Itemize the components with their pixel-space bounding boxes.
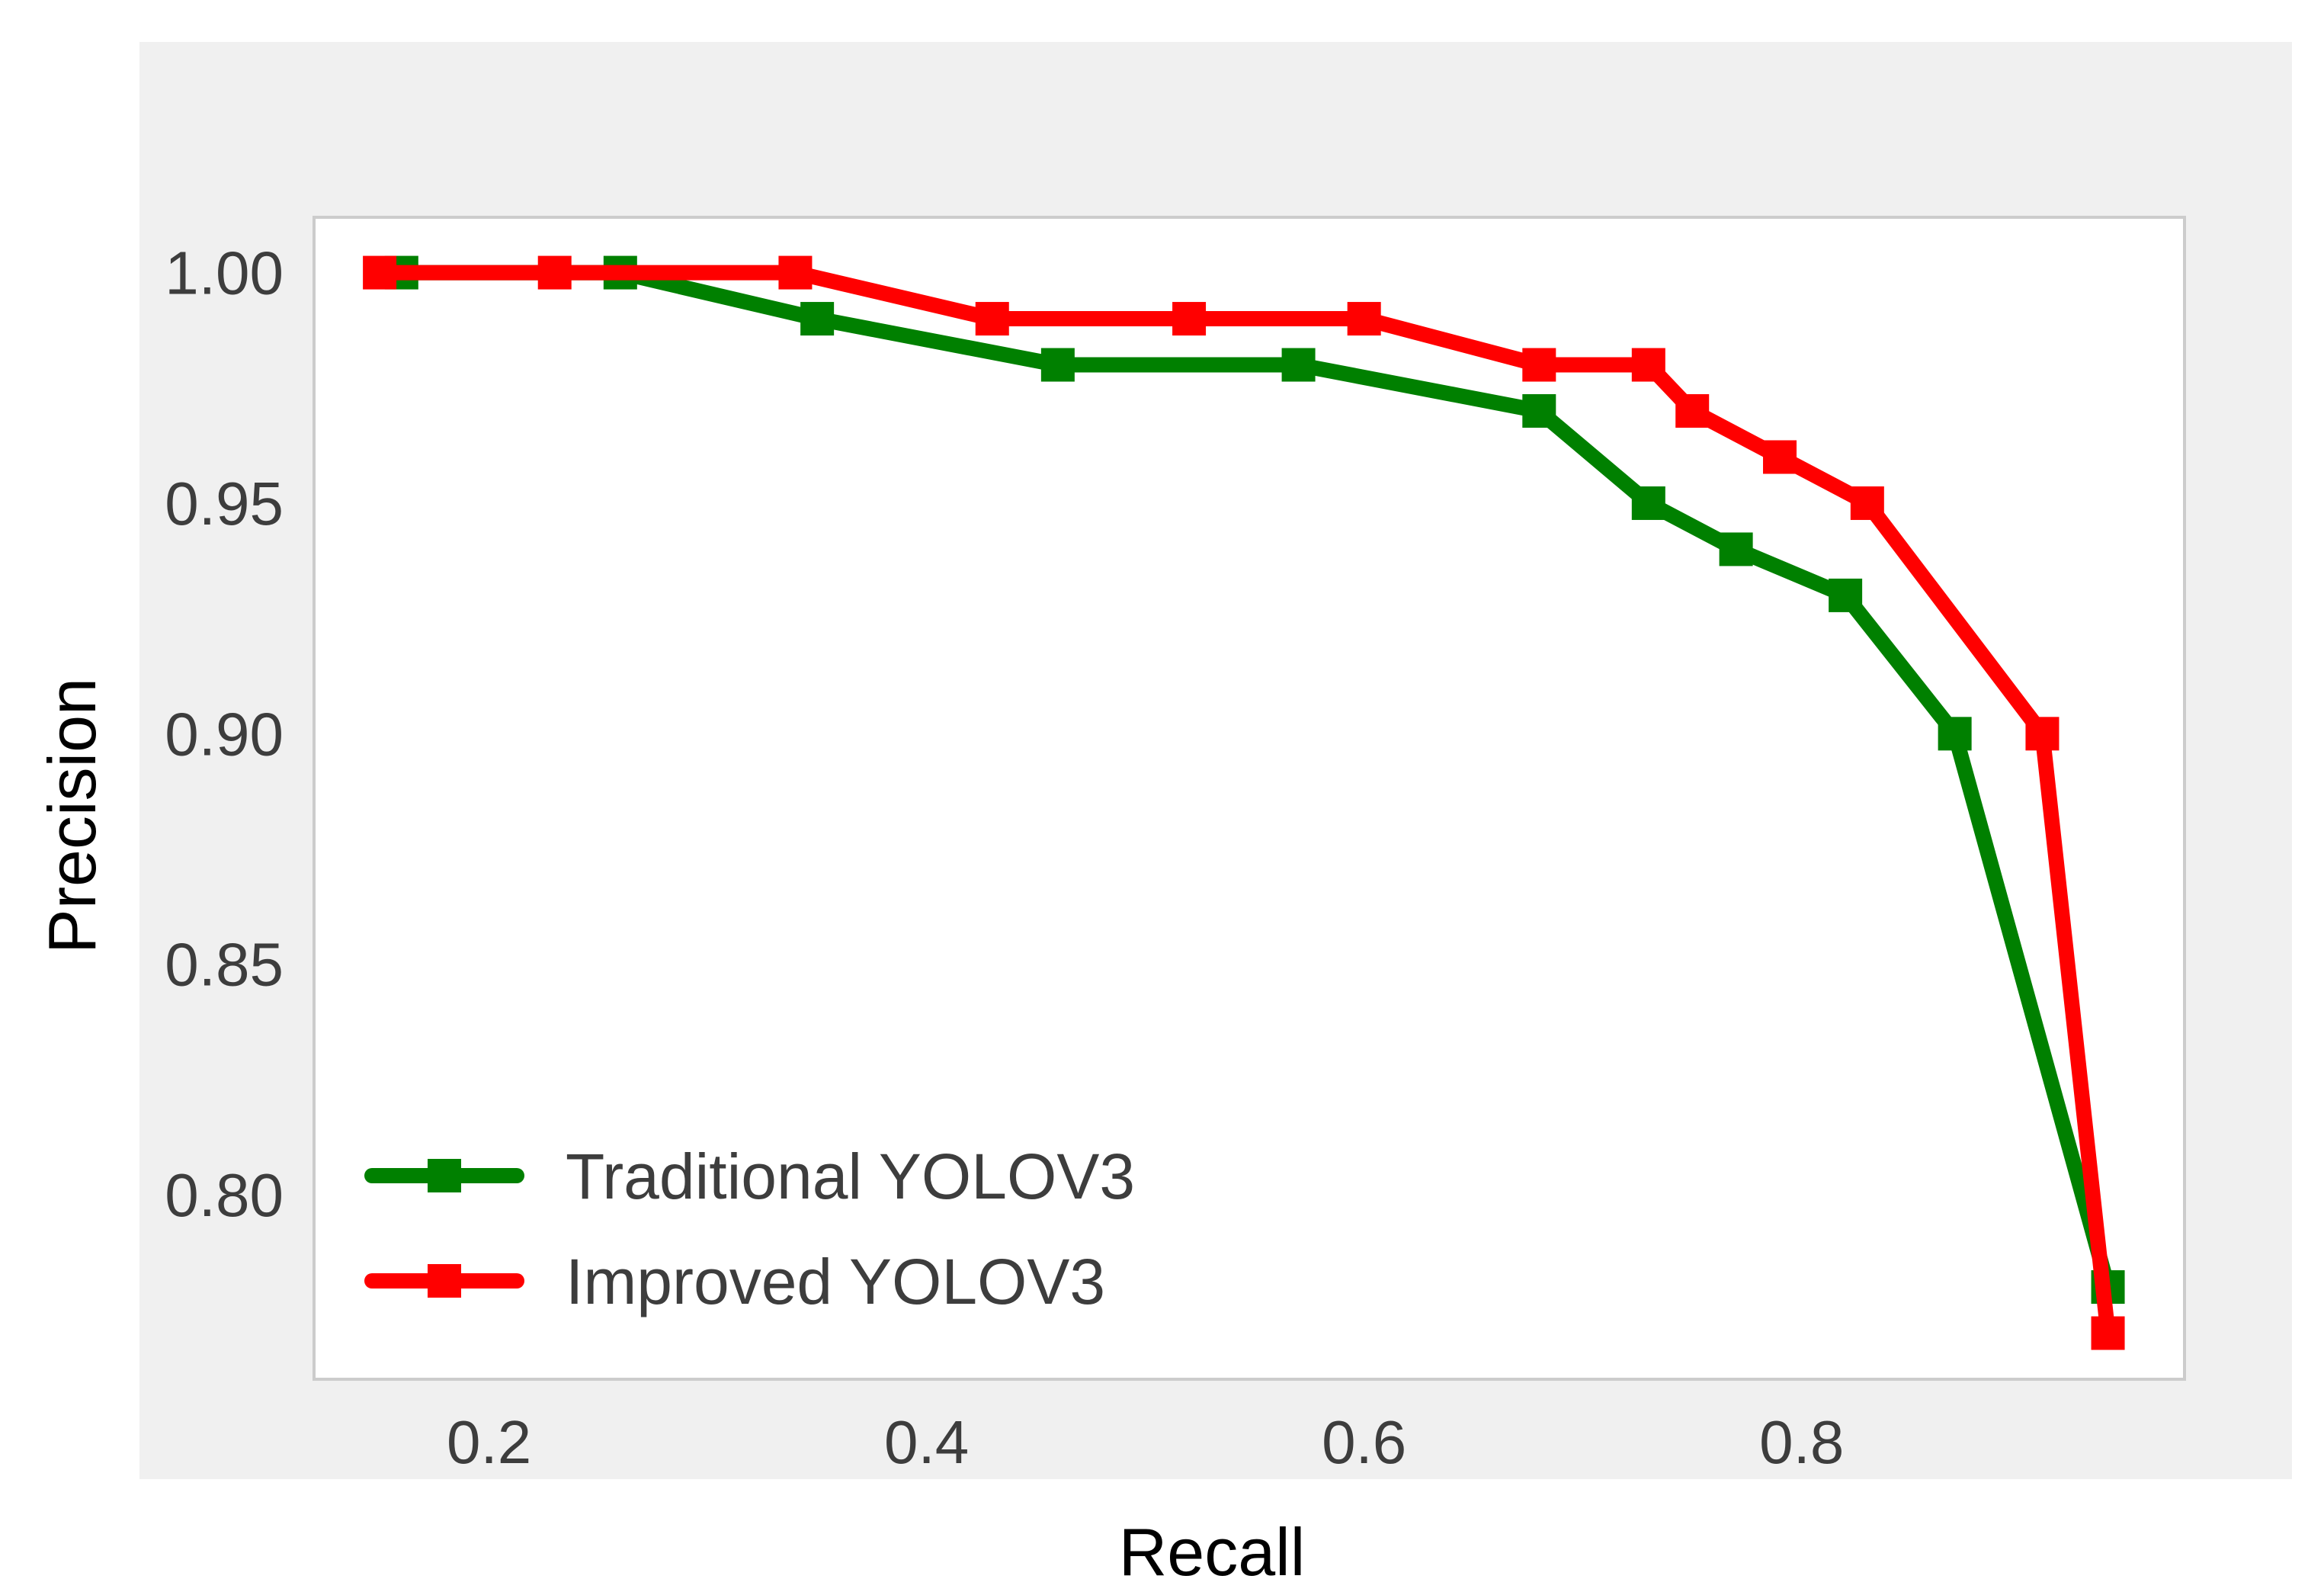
x-axis-label: Recall: [1119, 1514, 1306, 1590]
x-tick-label: 0.6: [1322, 1408, 1406, 1476]
plot-area: [313, 216, 2186, 1381]
y-tick-label: 0.90: [165, 700, 284, 768]
x-tick-labels: 0.2 0.4 0.6 0.8: [447, 1408, 1844, 1476]
y-axis-label: Precision: [34, 678, 110, 954]
traditional-legend-marker: [428, 1159, 461, 1192]
y-tick-label: 0.80: [165, 1161, 284, 1229]
improved-point: [1522, 348, 1556, 382]
traditional-legend-label: Traditional YOLOV3: [566, 1141, 1135, 1212]
y-tick-label: 0.85: [165, 931, 284, 999]
improved-point: [1675, 394, 1710, 428]
y-tick-labels: 0.80 0.85 0.90 0.95 1.00: [165, 239, 284, 1230]
y-tick-label: 1.00: [165, 239, 284, 307]
improved-point: [2025, 717, 2060, 751]
traditional-point: [1938, 717, 1972, 751]
x-tick-label: 0.8: [1759, 1408, 1844, 1476]
improved-point: [1631, 348, 1665, 382]
improved-point: [1172, 302, 1207, 336]
improved-point: [1347, 302, 1381, 336]
traditional-point: [1281, 348, 1316, 382]
improved-point: [2091, 1316, 2125, 1350]
improved-point: [363, 255, 397, 290]
x-tick-label: 0.4: [884, 1408, 969, 1476]
improved-point: [778, 255, 813, 290]
improved-point: [1850, 486, 1884, 520]
traditional-point: [1040, 348, 1075, 382]
improved-point: [537, 255, 572, 290]
traditional-point: [800, 302, 835, 336]
traditional-point: [1829, 578, 1863, 612]
improved-legend-label: Improved YOLOV3: [566, 1246, 1105, 1317]
x-tick-label: 0.2: [447, 1408, 531, 1476]
improved-point: [1763, 440, 1797, 474]
improved-legend-marker: [428, 1264, 461, 1298]
traditional-point: [1631, 486, 1665, 520]
legend: Traditional YOLOV3 Improved YOLOV3: [364, 1141, 1135, 1317]
y-tick-label: 0.95: [165, 470, 284, 538]
traditional-point: [1522, 394, 1556, 428]
traditional-point: [1719, 532, 1753, 566]
series-layer: [363, 255, 2125, 1350]
improved-point: [975, 302, 1009, 336]
